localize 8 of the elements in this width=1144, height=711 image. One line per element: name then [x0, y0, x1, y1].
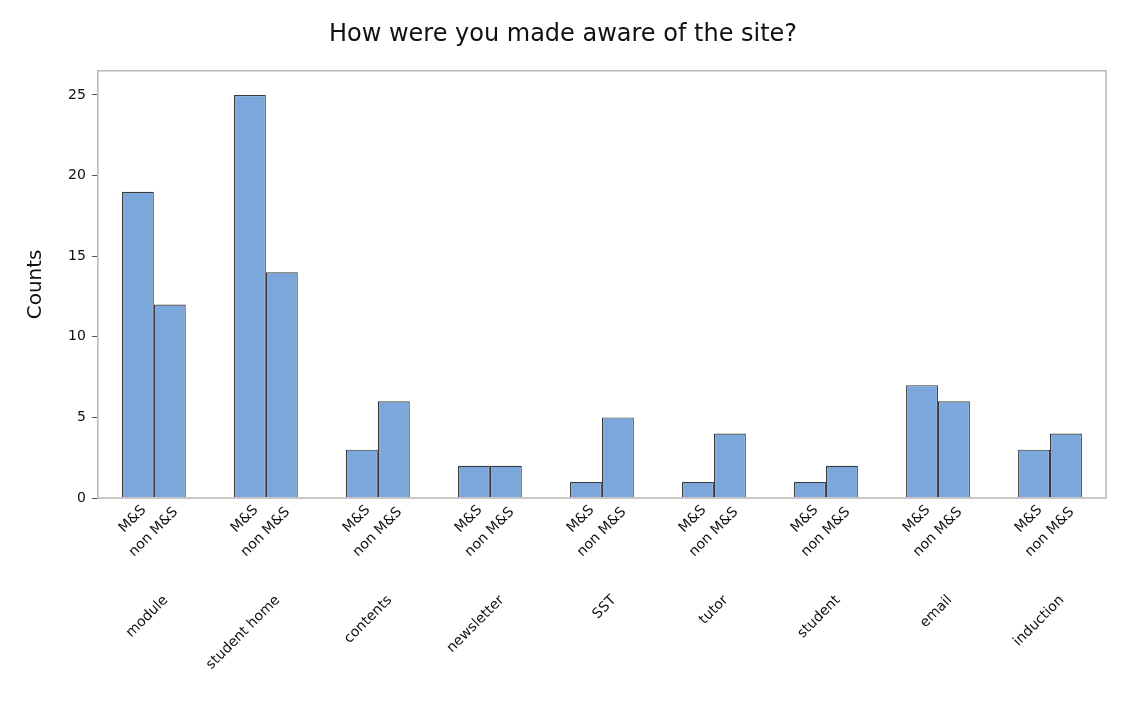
y-axis-title: Counts — [22, 249, 47, 320]
y-tick-label: 20 — [67, 166, 86, 183]
y-tick-label: 10 — [67, 327, 86, 344]
y-tick-label: 25 — [67, 85, 86, 102]
y-tick-label: 15 — [67, 246, 86, 263]
y-tick-label: 5 — [76, 408, 86, 425]
chart-title: How were you made aware of the site? — [328, 18, 798, 47]
y-tick-label: 0 — [76, 488, 86, 505]
